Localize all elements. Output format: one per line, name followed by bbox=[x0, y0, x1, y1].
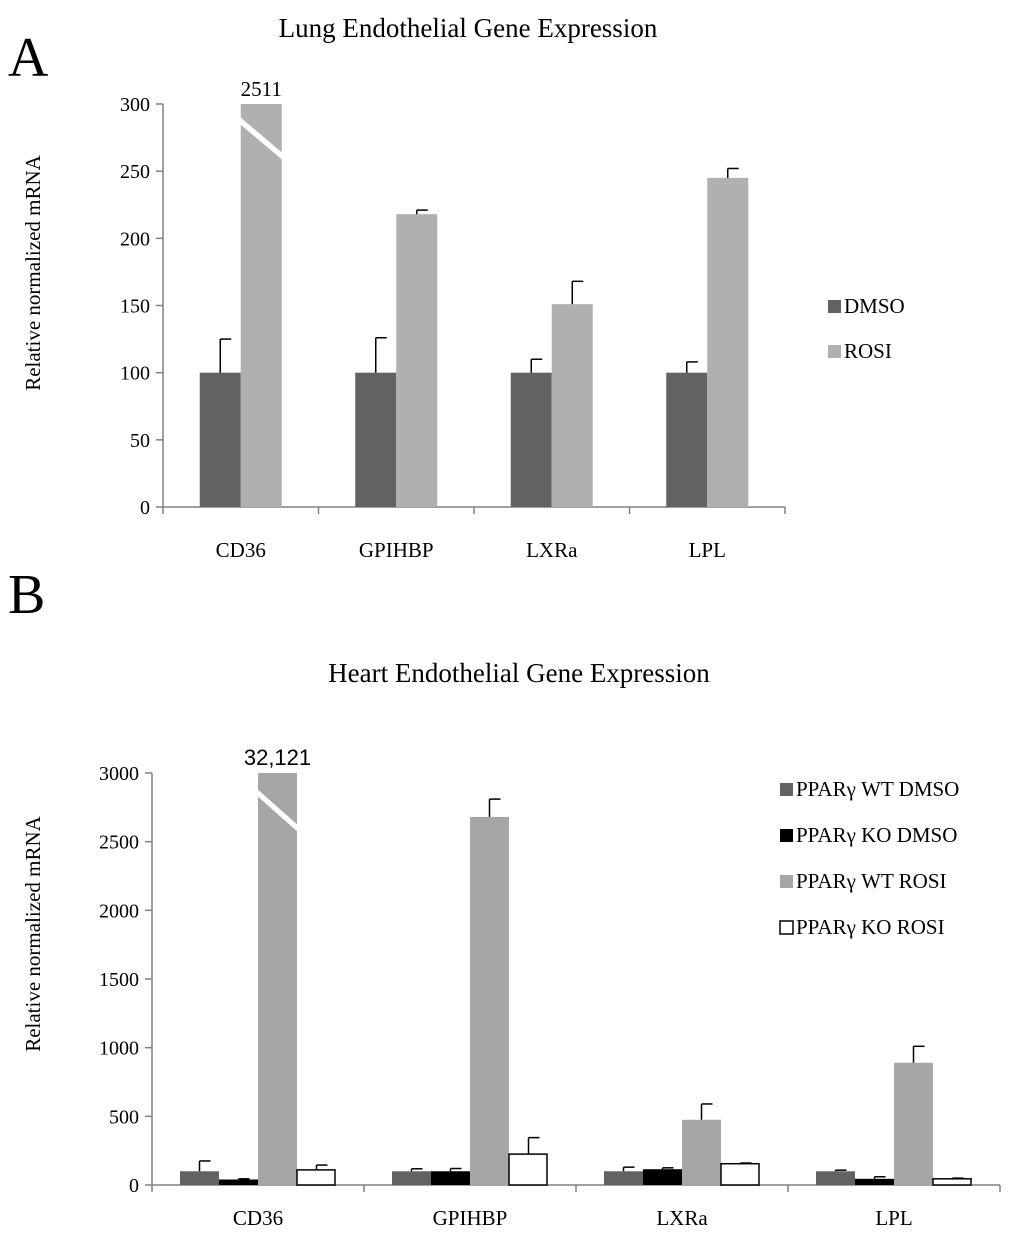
chart-b-x-tick-label: LPL bbox=[875, 1206, 912, 1230]
chart-a: 0 50 100 150 200 250 300 CD36 GPIHBP LXRa LPL 2511 D… bbox=[120, 77, 905, 562]
chart-b-bar bbox=[431, 1171, 470, 1185]
panel-label-a: A bbox=[8, 27, 49, 89]
chart-a-x-tick-label: LPL bbox=[689, 538, 726, 562]
chart-a-ylabel: Relative normalized mRNA bbox=[21, 154, 45, 390]
chart-a-bar bbox=[707, 178, 748, 507]
chart-a-bar bbox=[396, 214, 437, 507]
chart-a-y-tick-label: 50 bbox=[130, 430, 150, 452]
chart-b-y-tick-label: 2000 bbox=[99, 900, 139, 922]
chart-a-y-tick-label: 250 bbox=[120, 161, 150, 183]
chart-b-bar bbox=[180, 1171, 219, 1185]
chart-a-bar bbox=[241, 104, 282, 507]
chart-b-x-tick-label: LXRa bbox=[656, 1206, 708, 1230]
chart-a-y-tick-label: 100 bbox=[120, 363, 150, 385]
chart-b-y-tick-label: 0 bbox=[129, 1175, 139, 1197]
chart-a-x-tick-label: GPIHBP bbox=[359, 538, 434, 562]
chart-b: 0 500 1000 1500 2000 2500 3000 CD36 GPIHBP LXRa LP… bbox=[99, 745, 1000, 1230]
chart-b-ylabel: Relative normalized mRNA bbox=[21, 815, 45, 1051]
chart-b-legend-swatch bbox=[780, 783, 793, 796]
chart-a-y-tick-label: 200 bbox=[120, 228, 150, 250]
chart-a-y-tick-label: 150 bbox=[120, 296, 150, 318]
chart-a-legend-label: DMSO bbox=[844, 294, 905, 318]
chart-b-bar bbox=[721, 1164, 759, 1185]
chart-b-bar bbox=[392, 1171, 431, 1185]
chart-b-y-tick-label: 3000 bbox=[99, 763, 139, 785]
chart-b-bar bbox=[682, 1120, 721, 1185]
chart-b-bar bbox=[470, 817, 509, 1185]
chart-b-bar bbox=[604, 1171, 643, 1185]
chart-b-broken-bar-label: 32,121 bbox=[244, 745, 311, 770]
chart-b-bar bbox=[643, 1169, 682, 1185]
chart-b-legend-swatch bbox=[780, 875, 793, 888]
chart-b-bar bbox=[258, 773, 297, 1185]
chart-a-y-tick-label: 300 bbox=[120, 94, 150, 116]
chart-a-y-tick-label: 0 bbox=[140, 497, 150, 519]
chart-b-title: Heart Endothelial Gene Expression bbox=[328, 658, 710, 688]
chart-b-y-tick-label: 1500 bbox=[99, 969, 139, 991]
chart-b-legend-swatch bbox=[780, 921, 793, 934]
chart-b-x-tick-label: CD36 bbox=[233, 1206, 283, 1230]
chart-a-x-tick-label: CD36 bbox=[216, 538, 266, 562]
chart-b-y-tick-label: 500 bbox=[109, 1106, 139, 1128]
chart-a-bar bbox=[200, 373, 241, 507]
chart-a-title: Lung Endothelial Gene Expression bbox=[279, 13, 658, 43]
chart-a-broken-bar-label: 2511 bbox=[241, 77, 282, 101]
chart-a-bar bbox=[511, 373, 552, 507]
chart-b-legend-label: PPARγ KO ROSI bbox=[796, 915, 945, 939]
chart-a-bar bbox=[666, 373, 707, 507]
chart-b-x-tick-label: GPIHBP bbox=[433, 1206, 508, 1230]
chart-b-bar bbox=[894, 1063, 933, 1185]
chart-b-legend-swatch bbox=[780, 829, 793, 842]
chart-b-legend-label: PPARγ KO DMSO bbox=[796, 823, 957, 847]
chart-b-legend-label: PPARγ WT DMSO bbox=[796, 777, 959, 801]
chart-a-legend-swatch bbox=[828, 345, 841, 358]
chart-b-bar bbox=[816, 1171, 855, 1185]
chart-b-y-tick-label: 2500 bbox=[99, 832, 139, 854]
chart-a-bar bbox=[552, 304, 593, 507]
chart-a-x-tick-label: LXRa bbox=[526, 538, 578, 562]
chart-b-bar bbox=[855, 1179, 894, 1185]
chart-b-bar bbox=[933, 1179, 971, 1185]
chart-a-bar bbox=[355, 373, 396, 507]
chart-a-legend-swatch bbox=[828, 300, 841, 313]
chart-b-bar bbox=[219, 1180, 258, 1185]
chart-b-bar bbox=[297, 1170, 335, 1185]
chart-a-legend-label: ROSI bbox=[844, 339, 892, 363]
chart-b-y-tick-label: 1000 bbox=[99, 1038, 139, 1060]
chart-b-bar bbox=[509, 1154, 547, 1185]
panel-label-b: B bbox=[8, 564, 45, 626]
chart-b-legend-label: PPARγ WT ROSI bbox=[796, 869, 947, 893]
